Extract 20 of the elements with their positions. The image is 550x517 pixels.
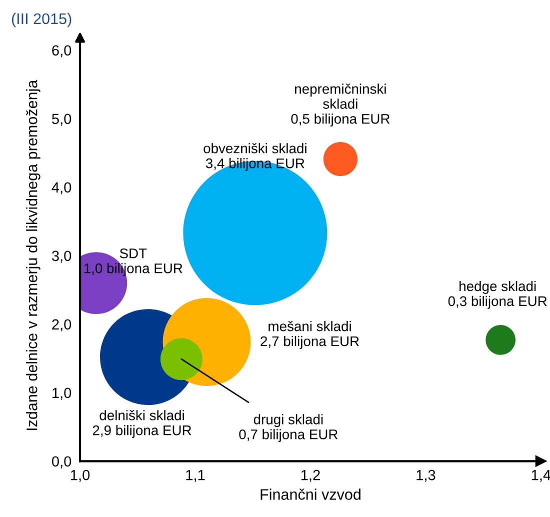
y-tick-label: 6,0 — [52, 45, 72, 58]
chart-title: (III 2015) — [12, 12, 72, 28]
y-axis-title: Izdane delnice v razmerju do likvidnega premoženja — [26, 80, 40, 430]
y-tick-label: 3,0 — [52, 250, 72, 263]
x-tick-label: 1,0 — [71, 470, 90, 482]
x-tick-label: 1,3 — [416, 470, 436, 482]
annotation: obvezniški skladi 3,4 bilijona EUR — [204, 143, 306, 172]
x-tick-label: 1,2 — [301, 470, 320, 482]
x-tick-label: 1,1 — [186, 470, 205, 482]
annotation: delniški skladi 2,9 bilijona EUR — [92, 410, 192, 438]
y-tick-label: 1,0 — [52, 388, 72, 400]
y-tick-label: 2,0 — [52, 319, 72, 332]
y-tick-label: 0,0 — [52, 456, 72, 468]
x-axis-title: Finančni vzvod — [260, 488, 360, 500]
annotation: mešani skladi 2,7 bilijona EUR — [260, 320, 359, 349]
y-tick-label: 5,0 — [52, 114, 72, 126]
y-tick-label: 4,0 — [52, 182, 72, 194]
annotation: drugi skladi 0,7 bilijona EUR — [239, 414, 338, 442]
annotation: hedge skladi 0,3 bilijona EUR — [448, 280, 547, 309]
annotation: nepremičninski skladi 0,5 bilijona EUR — [291, 84, 390, 127]
